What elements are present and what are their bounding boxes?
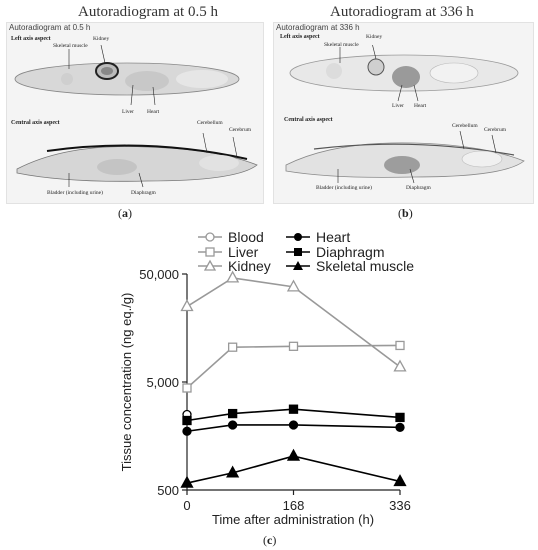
kidney-point: [226, 270, 240, 283]
skeletal-muscle-line: [186, 455, 401, 484]
y-axis-label: Tissue concentration (ng eq./g): [119, 293, 134, 472]
liver-point: [288, 341, 299, 351]
panel-a-rat-left-section: [14, 45, 240, 106]
diaphragm-point: [227, 408, 238, 419]
heart-line: [186, 424, 401, 433]
legend-label-skeletal-muscle: Skeletal muscle: [316, 258, 414, 274]
kidney-point: [393, 359, 407, 372]
skeletal-muscle-point: [180, 475, 194, 488]
heart-point: [395, 422, 405, 433]
panel-b-caption: (b): [398, 206, 413, 220]
panel-a-caption-letter: a: [122, 206, 128, 220]
series-heart: [182, 420, 405, 436]
x-axis-label: Time after administration (h): [212, 512, 374, 527]
heart-point: [227, 420, 238, 430]
panel-a-label-cerebrum: Cerebrum: [229, 127, 251, 133]
panel-b-rat-central-section: [285, 131, 525, 184]
panel-a-label-liver: Liver: [122, 109, 134, 115]
panel-a-left-aspect: Left axis aspect: [11, 36, 51, 42]
panel-a-label-heart: Heart: [147, 109, 160, 115]
panel-a-central-aspect: Central axis aspect: [11, 120, 60, 126]
x-tick-label: 336: [389, 498, 411, 513]
skeletal-muscle-point: [226, 465, 240, 478]
series-skeletal-muscle: [180, 448, 407, 488]
skeletal-muscle-point: [286, 448, 301, 461]
y-tick-label: 50,000: [139, 267, 179, 282]
panel-b-label-skeletal-muscle: Skeletal muscle: [324, 42, 359, 48]
diaphragm-point: [182, 415, 192, 426]
panel-b-title: Autoradiogram at 336 h: [330, 4, 474, 20]
y-ticks: 500 5,000 50,000: [139, 267, 187, 498]
legend-label-diaphragm: Diaphragm: [316, 244, 384, 260]
liver-point: [182, 383, 192, 393]
panel-b-label-bladder: Bladder (including urine): [316, 185, 372, 191]
y-tick-label: 5,000: [146, 375, 179, 390]
panel-a-label-kidney: Kidney: [93, 36, 110, 42]
panel-b-label-cerebrum: Cerebrum: [484, 127, 506, 133]
panel-a-label-cerebellum: Cerebellum: [197, 120, 223, 126]
panel-b-label-cerebellum: Cerebellum: [452, 123, 478, 129]
panel-b-left-aspect: Left axis aspect: [280, 34, 320, 40]
panel-b-label-liver: Liver: [392, 103, 404, 109]
diaphragm-point: [288, 404, 299, 414]
legend-label-blood: Blood: [228, 229, 264, 245]
panel-a-label-diaphragm: Diaphragm: [131, 190, 156, 196]
liver-point: [227, 342, 238, 352]
panel-a-image: Autoradiogram at 0.5 h Left axis aspect …: [6, 22, 264, 204]
kidney-point: [286, 279, 301, 292]
panel-a-title: Autoradiogram at 0.5 h: [78, 4, 218, 20]
liver-point: [395, 340, 405, 351]
series-layer: [180, 270, 407, 488]
series-liver: [182, 340, 405, 393]
legend-label-heart: Heart: [316, 229, 350, 245]
legend: Blood Liver Kidney Heart Diaphragm Skele…: [198, 229, 414, 274]
x-tick-label: 168: [283, 498, 305, 513]
panel-a-label-bladder: Bladder (including urine): [47, 190, 103, 196]
skeletal-muscle-point: [393, 474, 407, 487]
panel-b-rat-left-section: [289, 45, 519, 102]
panel-a-small-label: Autoradiogram at 0.5 h: [9, 23, 91, 32]
panel-b-label-heart: Heart: [414, 103, 427, 109]
panel-a-rat-central-section: [16, 133, 258, 188]
kidney-point: [180, 299, 194, 312]
panel-a-caption: (a): [118, 206, 132, 220]
panel-b-central-aspect: Central axis aspect: [284, 117, 333, 123]
legend-label-kidney: Kidney: [228, 258, 271, 274]
diaphragm-line: [186, 408, 401, 422]
x-tick-label: 0: [183, 498, 190, 513]
diaphragm-point: [395, 412, 405, 423]
heart-point: [288, 420, 299, 430]
kidney-line: [186, 277, 401, 368]
panel-b-label-diaphragm: Diaphragm: [406, 185, 431, 191]
tissue-concentration-chart: Blood Liver Kidney Heart Diaphragm Skele…: [119, 229, 414, 527]
series-kidney: [180, 270, 407, 372]
panel-a-label-skeletal-muscle: Skeletal muscle: [53, 43, 88, 49]
series-diaphragm: [182, 404, 405, 426]
panel-c-caption: (c): [263, 533, 277, 547]
panel-b-label-kidney: Kidney: [366, 34, 383, 40]
panel-b-image: Autoradiogram at 336 h Left axis aspect …: [273, 22, 534, 204]
panel-b-caption-letter: b: [402, 206, 409, 220]
liver-line: [186, 344, 401, 389]
y-tick-label: 500: [157, 483, 179, 498]
legend-label-liver: Liver: [228, 244, 259, 260]
panel-c-caption-letter: c: [267, 533, 273, 547]
panel-b-small-label: Autoradiogram at 336 h: [276, 23, 360, 32]
heart-point: [182, 426, 192, 436]
x-ticks: 0 168 336: [183, 490, 411, 513]
